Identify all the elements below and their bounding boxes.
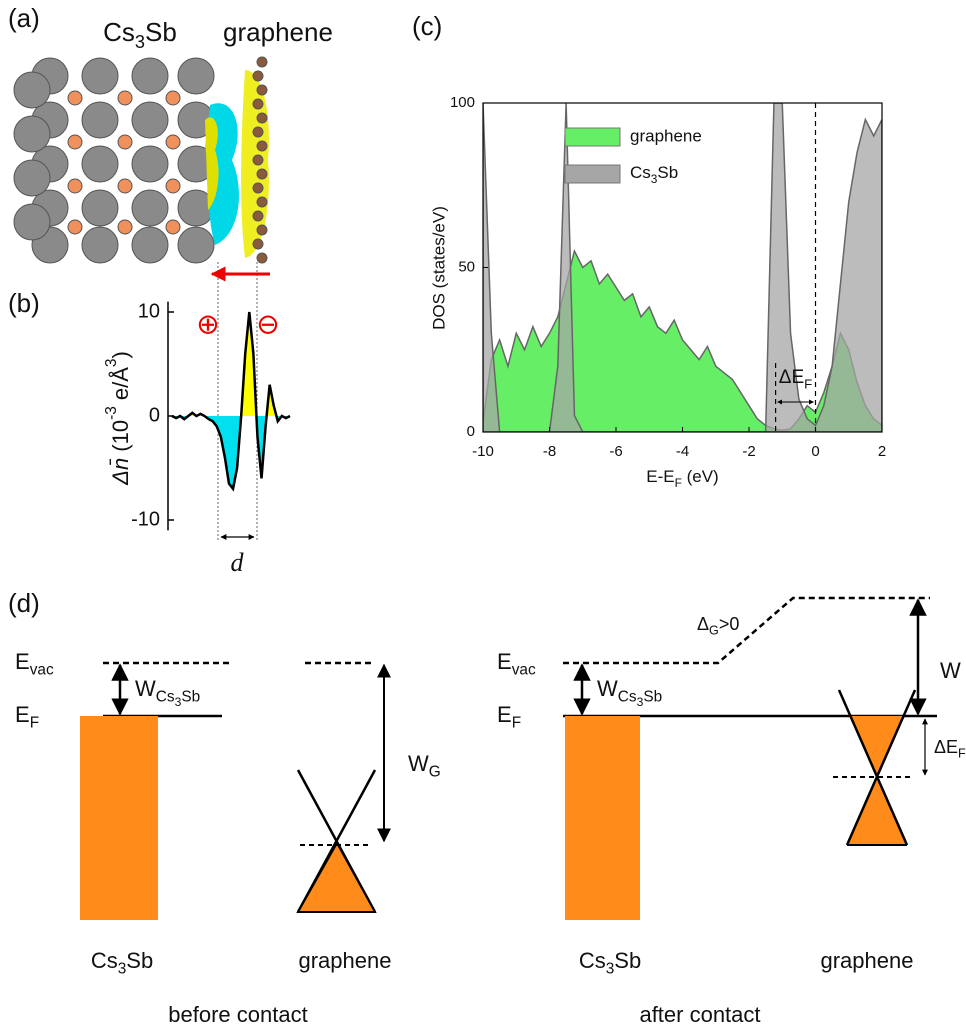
panel-label: (c) — [412, 11, 442, 41]
y-tick-label: 100 — [450, 94, 475, 111]
material-label: Cs3Sb — [91, 948, 153, 978]
minus-sign: ⊖ — [256, 308, 279, 339]
x-tick-label: -6 — [609, 443, 622, 460]
plus-sign: ⊕ — [196, 308, 219, 339]
plot-area — [483, 103, 882, 432]
work-function-label: W — [940, 658, 961, 683]
x-tick-label: -4 — [676, 443, 689, 460]
band-diagram-after — [563, 598, 937, 920]
work-function-label: WG — [408, 751, 441, 781]
caption: before contact — [168, 1002, 307, 1027]
x-axis-label: E-EF (eV) — [646, 467, 718, 490]
y-tick-label: 50 — [458, 258, 475, 275]
y-tick-label: 0 — [149, 404, 160, 426]
shift-label: ΔEF — [934, 737, 966, 761]
legend-swatch — [565, 128, 620, 146]
dipole-label: ΔG>0 — [697, 614, 739, 638]
y-tick-label: 10 — [138, 300, 160, 322]
legend-label: graphene — [630, 126, 702, 145]
material-label: Cs3Sb — [579, 948, 641, 978]
caption: after contact — [639, 1002, 760, 1027]
panel-label: (a) — [8, 3, 40, 33]
x-tick-label: -2 — [742, 443, 755, 460]
panel-label: (d) — [8, 588, 40, 618]
figure: (a) (b) (c) (d) Cs3Sb graphene — [0, 0, 966, 1030]
x-tick-label: -10 — [472, 443, 494, 460]
work-function-label: WCs3Sb — [597, 676, 662, 710]
level-label: EF — [15, 702, 39, 732]
panel-label: (b) — [8, 288, 40, 318]
shift-label: ΔEF — [779, 367, 813, 391]
atomic-structure — [14, 57, 269, 263]
x-tick-label: 2 — [878, 443, 886, 460]
level-label: Evac — [15, 649, 54, 679]
material-label: graphene — [821, 948, 914, 973]
distance-label: d — [231, 548, 245, 577]
x-tick-label: 0 — [811, 443, 819, 460]
structure-label: graphene — [223, 17, 333, 47]
structure-label: Cs3Sb — [103, 17, 177, 52]
x-tick-label: -8 — [543, 443, 556, 460]
level-label: EF — [497, 702, 521, 732]
legend-swatch — [565, 165, 620, 183]
work-function-label: WCs3Sb — [135, 676, 200, 710]
material-label: graphene — [299, 948, 392, 973]
y-axis-label: Δn̄ (10-3 e/Å3) — [103, 351, 133, 486]
y-axis-label: DOS (states/eV) — [429, 206, 448, 330]
level-label: Evac — [497, 649, 536, 679]
y-tick-label: -10 — [131, 508, 160, 530]
y-tick-label: 0 — [467, 423, 475, 440]
legend-label: Cs3Sb — [630, 163, 678, 186]
band-diagram-before — [80, 663, 384, 920]
dos-area — [483, 251, 882, 432]
